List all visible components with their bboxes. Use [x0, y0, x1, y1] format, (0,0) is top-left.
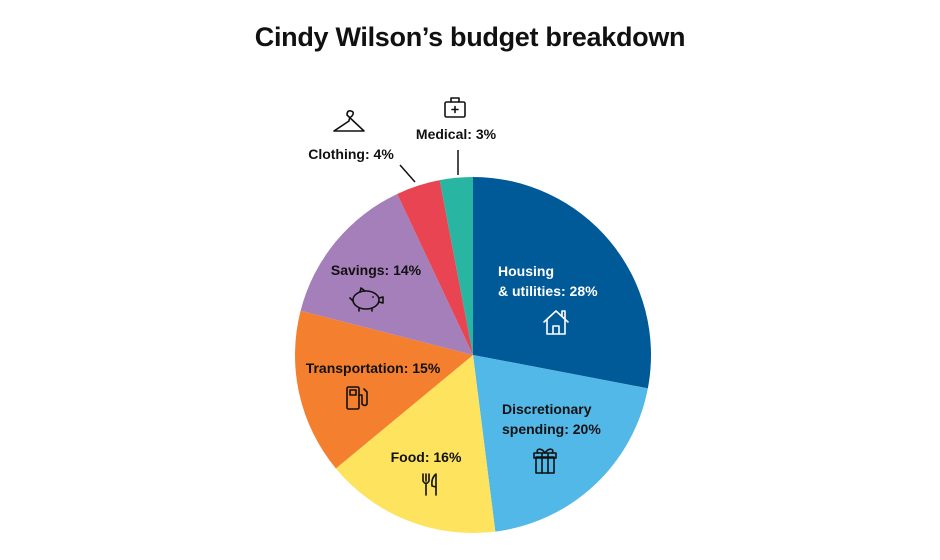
slice-label-line: Discretionary [502, 401, 592, 417]
slice-label-line: Savings: 14% [331, 262, 422, 278]
slice-label-savings: Savings: 14% [331, 262, 422, 278]
fuel-pump-icon [346, 386, 368, 410]
slice-label-line: spending: 20% [502, 421, 601, 437]
slice-labels: Housing & utilities: 28% Discretionary spen… [306, 126, 602, 465]
gift-icon [533, 448, 557, 474]
hanger-icon [333, 110, 365, 132]
pie-slice-clothing [397, 180, 473, 355]
pie-slice-food [335, 355, 496, 534]
slice-label-line: Medical: 3% [416, 126, 497, 142]
piggy-bank-icon [349, 287, 384, 312]
slice-label-line: Clothing: 4% [308, 146, 394, 162]
slice-label-line: Food: 16% [391, 449, 462, 465]
slice-icons [333, 97, 569, 496]
slice-label-housing-utilities: Housing & utilities: 28% [498, 263, 598, 299]
slice-label-discretionary-spending: Discretionary spending: 20% [502, 401, 601, 437]
pie-slice-savings [300, 193, 473, 355]
pie-slice-housing-utilities [473, 177, 652, 389]
fork-knife-icon [422, 473, 437, 496]
pie-slice-medical [439, 177, 473, 355]
pie-slices [294, 177, 652, 534]
slice-label-transportation: Transportation: 15% [306, 360, 441, 376]
slice-label-line: & utilities: 28% [498, 283, 598, 299]
slice-label-clothing: Clothing: 4% [308, 146, 394, 162]
slice-label-line: Housing [498, 263, 554, 279]
chart-title: Cindy Wilson’s budget breakdown [254, 22, 686, 52]
leader-lines [399, 150, 459, 183]
leader-line-clothing [399, 164, 416, 183]
house-icon [543, 310, 569, 335]
slice-label-line: Transportation: 15% [306, 360, 441, 376]
pie-slice-transportation [294, 310, 473, 469]
medical-kit-icon [444, 97, 466, 118]
pie-slice-discretionary-spending [473, 355, 648, 532]
slice-label-food: Food: 16% [391, 449, 462, 465]
slice-label-medical: Medical: 3% [416, 126, 497, 142]
